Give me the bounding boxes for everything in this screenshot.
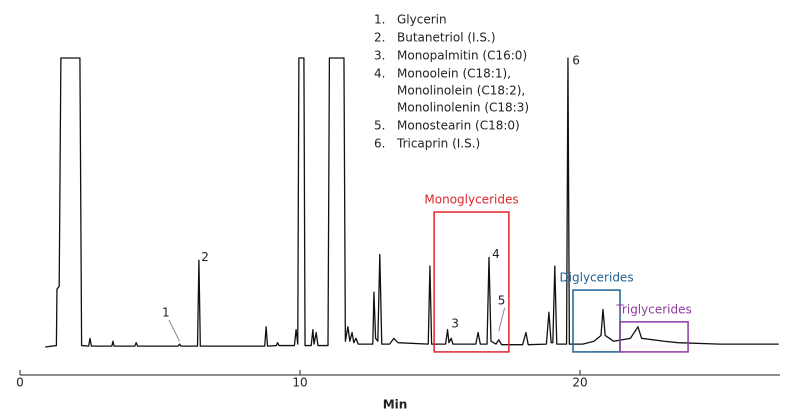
legend-text: Monolinolein (C18:2), — [397, 84, 525, 98]
legend-number: 6. — [374, 137, 385, 151]
legend-text: Butanetriol (I.S.) — [397, 31, 496, 45]
region-box — [433, 211, 510, 353]
region-label: Triglycerides — [615, 302, 691, 316]
peak-leader — [168, 319, 181, 342]
legend-text: Tricaprin (I.S.) — [396, 137, 480, 151]
legend-number: 5. — [374, 119, 385, 133]
peak-leader — [498, 307, 506, 332]
x-tick-label: 20 — [572, 376, 587, 390]
x-axis-label: Min — [383, 398, 408, 412]
legend-text: Monolinolenin (C18:3) — [397, 101, 529, 115]
peak-label: 2 — [201, 250, 209, 264]
x-tick-label: 0 — [16, 376, 24, 390]
legend-text: Glycerin — [397, 13, 447, 27]
x-tick-label: 10 — [292, 376, 307, 390]
legend-text: Monopalmitin (C16:0) — [397, 49, 527, 63]
legend-number: 2. — [374, 31, 385, 45]
peak-label: 3 — [451, 316, 459, 330]
trace — [45, 57, 779, 348]
region-box — [619, 321, 689, 353]
legend-number: 4. — [374, 67, 385, 81]
legend-number: 1. — [374, 13, 385, 27]
peak-label: 4 — [492, 247, 500, 261]
peak-label: 6 — [572, 53, 580, 67]
region-label: Diglycerides — [559, 271, 633, 285]
legend-number: 3. — [374, 49, 385, 63]
legend-text: Monostearin (C18:0) — [397, 119, 520, 133]
region-box — [572, 289, 621, 353]
legend-text: Monoolein (C18:1), — [397, 67, 511, 81]
region-label: Monoglycerides — [424, 193, 518, 207]
peak-label: 5 — [498, 293, 506, 307]
peak-label: 1 — [162, 305, 170, 319]
